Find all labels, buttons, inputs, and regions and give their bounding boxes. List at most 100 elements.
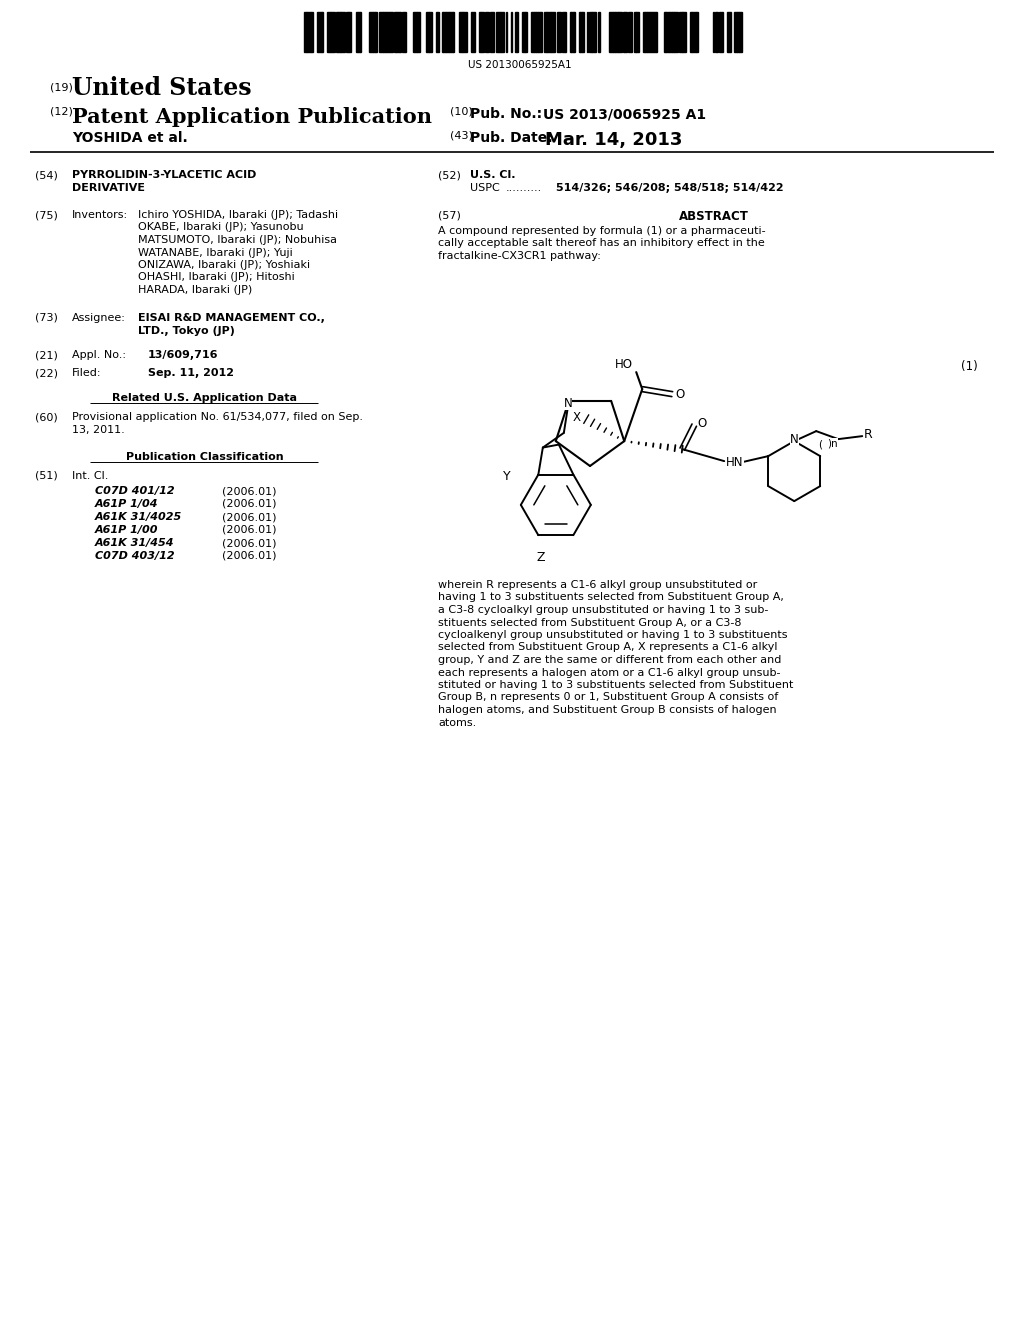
Bar: [538, 12, 542, 51]
Bar: [571, 12, 574, 51]
Bar: [647, 12, 650, 51]
Text: HARADA, Ibaraki (JP): HARADA, Ibaraki (JP): [138, 285, 252, 294]
Text: 514/326; 546/208; 548/518; 514/422: 514/326; 546/208; 548/518; 514/422: [556, 183, 783, 193]
Text: ONIZAWA, Ibaraki (JP); Yoshiaki: ONIZAWA, Ibaraki (JP); Yoshiaki: [138, 260, 310, 271]
Text: (22): (22): [35, 368, 58, 378]
Bar: [634, 12, 636, 51]
Text: USPC: USPC: [470, 183, 500, 193]
Text: Filed:: Filed:: [72, 368, 101, 378]
Text: Mar. 14, 2013: Mar. 14, 2013: [545, 131, 682, 149]
Text: EISAI R&D MANAGEMENT CO.,: EISAI R&D MANAGEMENT CO.,: [138, 313, 325, 323]
Text: OKABE, Ibaraki (JP); Yasunobu: OKABE, Ibaraki (JP); Yasunobu: [138, 223, 304, 232]
Text: (2006.01): (2006.01): [222, 539, 276, 548]
Bar: [383, 12, 386, 51]
Text: 13, 2011.: 13, 2011.: [72, 425, 125, 434]
Bar: [356, 12, 358, 51]
Bar: [413, 12, 417, 51]
Bar: [515, 12, 518, 51]
Text: United States: United States: [72, 77, 252, 100]
Bar: [734, 12, 737, 51]
Bar: [690, 12, 692, 51]
Text: having 1 to 3 substituents selected from Substituent Group A,: having 1 to 3 substituents selected from…: [438, 593, 784, 602]
Text: (52): (52): [438, 170, 461, 180]
Bar: [446, 12, 449, 51]
Bar: [348, 12, 351, 51]
Bar: [613, 12, 615, 51]
Text: each represents a halogen atom or a C1-6 alkyl group unsub-: each represents a halogen atom or a C1-6…: [438, 668, 780, 677]
Text: stituents selected from Substituent Group A, or a C3-8: stituents selected from Substituent Grou…: [438, 618, 741, 627]
Text: group, Y and Z are the same or different from each other and: group, Y and Z are the same or different…: [438, 655, 781, 665]
Text: A61P 1/00: A61P 1/00: [95, 525, 159, 535]
Text: Pub. Date:: Pub. Date:: [470, 131, 553, 145]
Text: HN: HN: [726, 455, 743, 469]
Text: U.S. Cl.: U.S. Cl.: [470, 170, 515, 180]
Text: MATSUMOTO, Ibaraki (JP); Nobuhisa: MATSUMOTO, Ibaraki (JP); Nobuhisa: [138, 235, 337, 246]
Text: fractalkine-CX3CR1 pathway:: fractalkine-CX3CR1 pathway:: [438, 251, 601, 261]
Bar: [544, 12, 547, 51]
Text: selected from Substituent Group A, X represents a C1-6 alkyl: selected from Substituent Group A, X rep…: [438, 643, 777, 652]
Text: wherein R represents a C1-6 alkyl group unsubstituted or: wherein R represents a C1-6 alkyl group …: [438, 579, 758, 590]
Bar: [739, 12, 742, 51]
Text: Z: Z: [537, 552, 545, 564]
Text: Int. Cl.: Int. Cl.: [72, 471, 109, 480]
Text: (51): (51): [35, 471, 57, 480]
Bar: [375, 12, 377, 51]
Text: (2006.01): (2006.01): [222, 525, 276, 535]
Text: (75): (75): [35, 210, 58, 220]
Bar: [485, 12, 489, 51]
Bar: [666, 12, 669, 51]
Text: Provisional application No. 61/534,077, filed on Sep.: Provisional application No. 61/534,077, …: [72, 412, 362, 422]
Bar: [496, 12, 500, 51]
Bar: [436, 12, 439, 51]
Bar: [525, 12, 527, 51]
Bar: [645, 12, 647, 51]
Text: US 2013/0065925 A1: US 2013/0065925 A1: [543, 107, 707, 121]
Text: (2006.01): (2006.01): [222, 486, 276, 496]
Bar: [500, 12, 504, 51]
Text: )n: )n: [827, 438, 838, 447]
Text: PYRROLIDIN-3-YLACETIC ACID: PYRROLIDIN-3-YLACETIC ACID: [72, 170, 256, 180]
Text: OHASHI, Ibaraki (JP); Hitoshi: OHASHI, Ibaraki (JP); Hitoshi: [138, 272, 295, 282]
Text: LTD., Tokyo (JP): LTD., Tokyo (JP): [138, 326, 234, 335]
Bar: [643, 12, 645, 51]
Text: Inventors:: Inventors:: [72, 210, 128, 220]
Text: X: X: [572, 411, 581, 424]
Bar: [650, 12, 653, 51]
Bar: [562, 12, 566, 51]
Bar: [417, 12, 420, 51]
Text: (2006.01): (2006.01): [222, 550, 276, 561]
Text: Publication Classification: Publication Classification: [126, 451, 284, 462]
Bar: [534, 12, 536, 51]
Text: stituted or having 1 to 3 substituents selected from Substituent: stituted or having 1 to 3 substituents s…: [438, 680, 794, 690]
Bar: [727, 12, 731, 51]
Bar: [628, 12, 632, 51]
Bar: [379, 12, 383, 51]
Text: Y: Y: [503, 470, 510, 483]
Text: (19): (19): [50, 82, 73, 92]
Bar: [304, 12, 307, 51]
Text: atoms.: atoms.: [438, 718, 476, 727]
Text: (21): (21): [35, 350, 58, 360]
Text: Assignee:: Assignee:: [72, 313, 126, 323]
Text: (43): (43): [450, 131, 473, 141]
Bar: [674, 12, 678, 51]
Text: 13/609,716: 13/609,716: [148, 350, 218, 360]
Bar: [479, 12, 481, 51]
Bar: [490, 12, 494, 51]
Bar: [589, 12, 592, 51]
Text: Patent Application Publication: Patent Application Publication: [72, 107, 432, 127]
Bar: [557, 12, 561, 51]
Text: (: (: [818, 440, 822, 449]
Text: (57): (57): [438, 210, 461, 220]
Bar: [653, 12, 656, 51]
Text: HO: HO: [615, 358, 633, 371]
Bar: [719, 12, 723, 51]
Bar: [459, 12, 462, 51]
Text: halogen atoms, and Substituent Group B consists of halogen: halogen atoms, and Substituent Group B c…: [438, 705, 776, 715]
Bar: [338, 12, 340, 51]
Text: A61P 1/04: A61P 1/04: [95, 499, 159, 510]
Text: cally acceptable salt thereof has an inhibitory effect in the: cally acceptable salt thereof has an inh…: [438, 239, 765, 248]
Text: cycloalkenyl group unsubstituted or having 1 to 3 substituents: cycloalkenyl group unsubstituted or havi…: [438, 630, 787, 640]
Bar: [531, 12, 534, 51]
Bar: [373, 12, 375, 51]
